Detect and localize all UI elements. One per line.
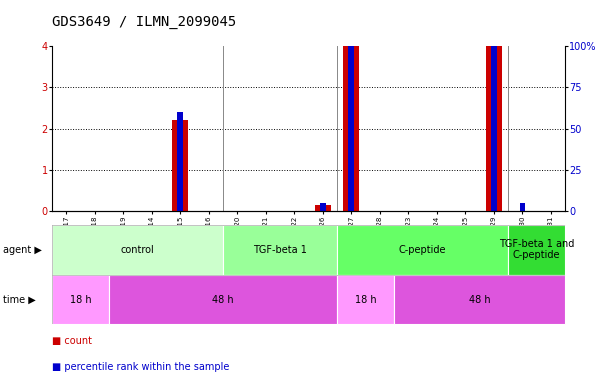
Bar (519, 203, 525, 211)
Bar (348, 46, 354, 211)
Text: ■ count: ■ count (52, 336, 92, 346)
Bar (337, 275, 394, 324)
Bar (109, 275, 337, 324)
Text: 48 h: 48 h (212, 295, 234, 305)
Bar (52, 225, 223, 275)
Bar (343, 46, 359, 211)
Text: GDS3649 / ILMN_2099045: GDS3649 / ILMN_2099045 (52, 15, 236, 29)
Bar (177, 112, 183, 211)
Text: time ▶: time ▶ (3, 295, 36, 305)
Text: ■ percentile rank within the sample: ■ percentile rank within the sample (52, 362, 229, 372)
Text: TGF-beta 1: TGF-beta 1 (253, 245, 307, 255)
Bar (508, 225, 565, 275)
Text: agent ▶: agent ▶ (3, 245, 42, 255)
Text: 18 h: 18 h (70, 295, 91, 305)
Text: 18 h: 18 h (355, 295, 376, 305)
Bar (486, 46, 502, 211)
Bar (394, 275, 565, 324)
Bar (223, 225, 337, 275)
Text: control: control (120, 245, 155, 255)
Bar (172, 120, 188, 211)
Bar (52, 275, 109, 324)
Bar (315, 205, 331, 211)
Bar (491, 46, 497, 211)
Bar (337, 225, 508, 275)
Text: C-peptide: C-peptide (399, 245, 447, 255)
Text: TGF-beta 1 and
C-peptide: TGF-beta 1 and C-peptide (499, 239, 574, 260)
Text: 48 h: 48 h (469, 295, 491, 305)
Bar (320, 203, 326, 211)
